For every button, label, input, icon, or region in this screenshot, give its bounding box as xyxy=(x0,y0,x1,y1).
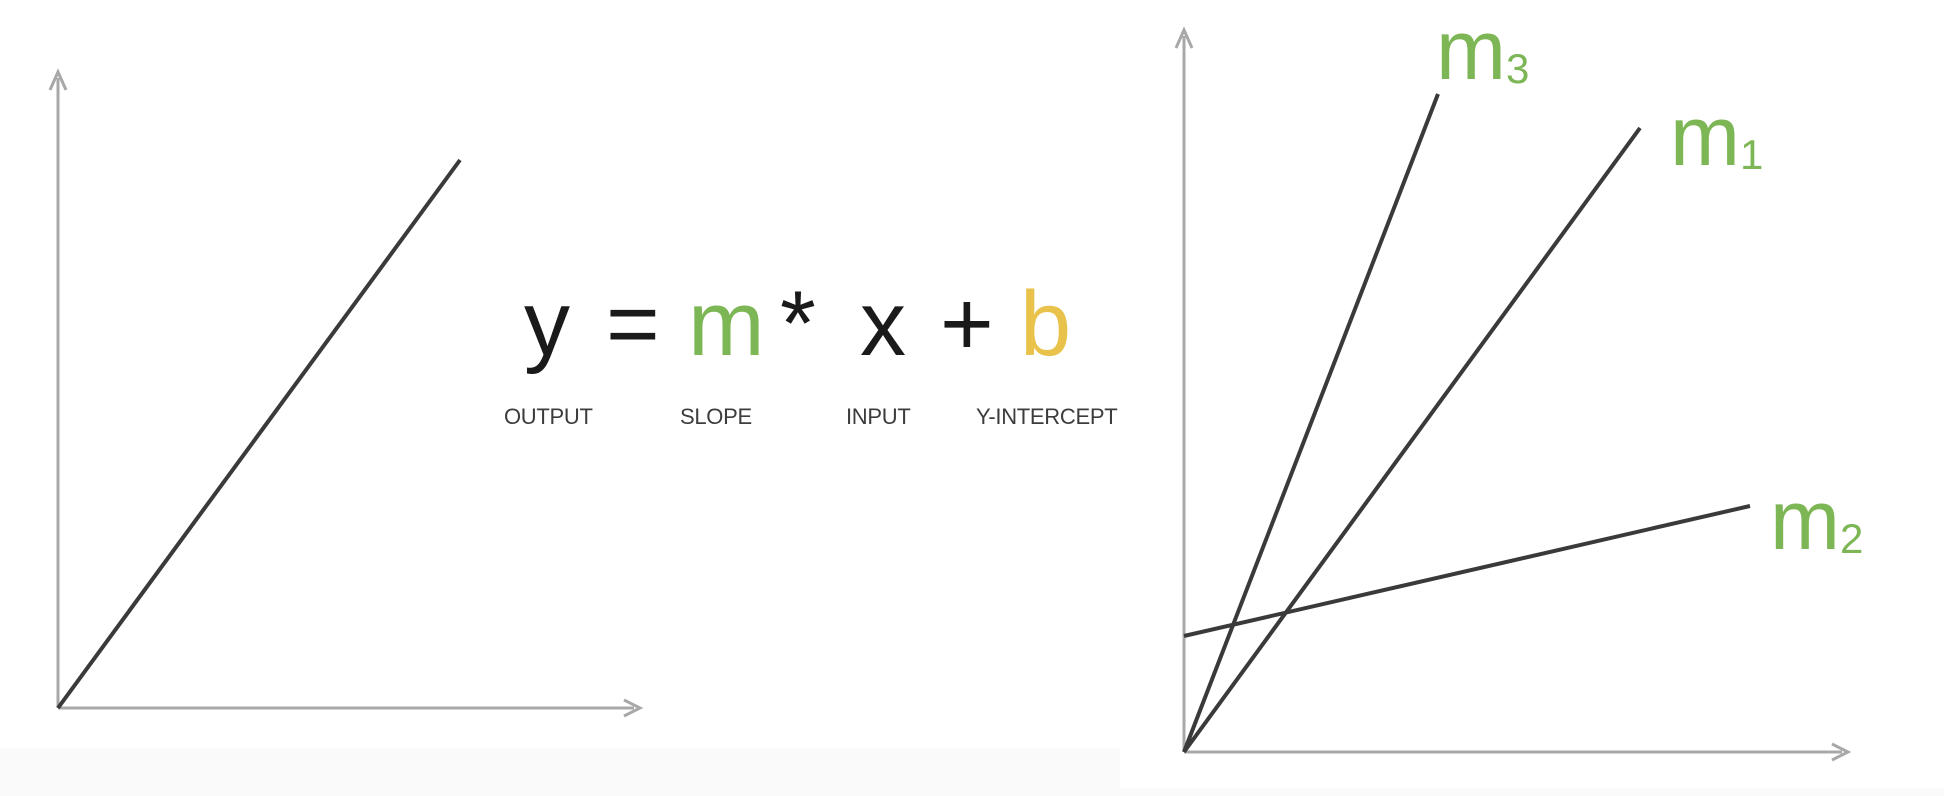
label-m2: m2 xyxy=(1770,478,1863,577)
plus-symbol: + xyxy=(940,278,994,375)
input-caption: INPUT xyxy=(846,404,911,428)
label-m1: m1 xyxy=(1670,94,1763,193)
slope-symbol: m xyxy=(688,278,765,375)
intercept-symbol: b xyxy=(1020,278,1072,375)
input-symbol: x xyxy=(860,278,906,375)
line-m2 xyxy=(1183,504,1751,638)
slope-intercept-equation: y = m * x + b OUTPUT SLOPE INPUT Y-INTER… xyxy=(500,278,1120,428)
label-m3-subscript: 3 xyxy=(1505,45,1530,92)
y-intercept-caption: Y-INTERCEPT xyxy=(976,404,1118,428)
line-m3 xyxy=(1182,93,1440,753)
line-m1 xyxy=(1182,126,1642,754)
floor-shadow-right xyxy=(1120,788,1944,796)
left-graph-line xyxy=(56,158,462,710)
label-m2-subscript: 2 xyxy=(1839,515,1864,562)
output-symbol: y xyxy=(524,278,570,375)
slope-caption: SLOPE xyxy=(680,404,752,428)
times-symbol: * xyxy=(780,278,816,375)
label-m2-symbol: m xyxy=(1770,473,1840,567)
label-m1-subscript: 1 xyxy=(1739,131,1764,178)
right-graph xyxy=(1174,26,1852,762)
left-y-axis-arrowhead xyxy=(48,68,68,91)
left-graph xyxy=(48,68,644,718)
equals-symbol: = xyxy=(606,278,660,375)
right-y-axis-arrowhead xyxy=(1174,26,1194,49)
label-m1-symbol: m xyxy=(1670,89,1740,183)
right-x-axis-arrowhead xyxy=(1831,742,1852,762)
label-m3: m3 xyxy=(1436,8,1529,107)
label-m3-symbol: m xyxy=(1436,3,1506,97)
left-x-axis-arrowhead xyxy=(623,698,644,718)
output-caption: OUTPUT xyxy=(504,404,593,428)
floor-shadow-left xyxy=(0,748,1120,796)
